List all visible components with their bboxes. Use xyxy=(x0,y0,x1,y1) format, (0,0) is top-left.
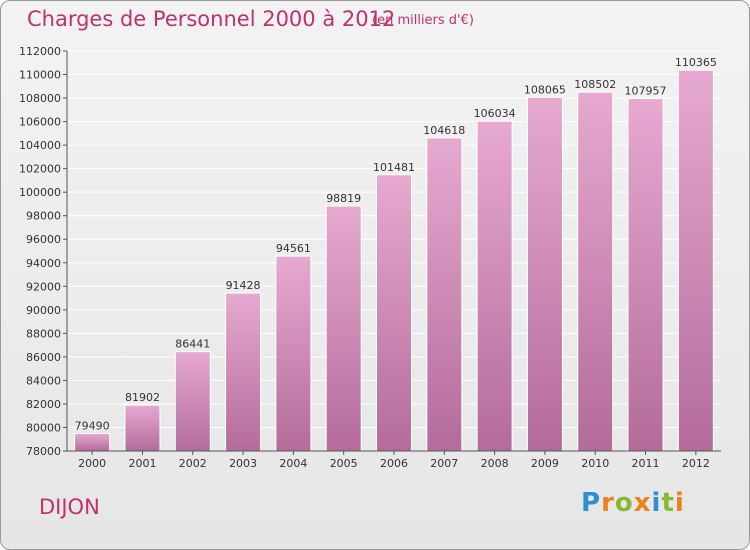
y-tick-label: 90000 xyxy=(26,304,61,317)
data-label: 101481 xyxy=(373,161,415,174)
bar xyxy=(74,432,111,452)
logo-letter: r xyxy=(601,488,615,518)
y-axis: 78000 80000 82000 84000 86000 88000 90000 92000… xyxy=(19,45,68,458)
y-tick-label: 82000 xyxy=(26,398,61,411)
data-label: 108502 xyxy=(574,78,616,91)
data-label: 79490 xyxy=(75,419,110,432)
y-tick-label: 86000 xyxy=(26,351,61,364)
x-tick-label: 2012 xyxy=(682,457,710,470)
bar xyxy=(124,404,161,452)
city-name: DIJON xyxy=(39,495,100,519)
y-tick-label: 88000 xyxy=(26,327,61,340)
y-tick-label: 104000 xyxy=(19,139,61,152)
y-tick-label: 108000 xyxy=(19,92,61,105)
bar xyxy=(275,255,312,452)
y-tick-label: 96000 xyxy=(26,233,61,246)
x-axis: 2000 2001 2002 2003 2004 2005 2006 2007 2008 2009… xyxy=(67,450,721,470)
bar xyxy=(376,174,412,452)
logo-letter: P xyxy=(581,488,602,518)
bar xyxy=(225,292,262,452)
data-label: 106034 xyxy=(474,107,516,120)
bar xyxy=(677,69,714,452)
y-tick-label: 78000 xyxy=(26,445,61,458)
bars xyxy=(74,69,714,452)
x-tick-label: 2003 xyxy=(229,457,257,470)
data-label: 86441 xyxy=(175,338,210,351)
x-tick-label: 2004 xyxy=(279,457,307,470)
x-tick-label: 2002 xyxy=(179,457,207,470)
x-tick-label: 2000 xyxy=(78,457,106,470)
y-tick-label: 94000 xyxy=(26,257,61,270)
bar xyxy=(476,120,513,452)
y-tick-label: 102000 xyxy=(19,163,61,176)
x-tick-label: 2011 xyxy=(632,457,660,470)
data-label: 94561 xyxy=(276,242,311,255)
bar xyxy=(627,98,664,452)
data-label: 81902 xyxy=(125,391,160,404)
x-tick-label: 2005 xyxy=(330,457,358,470)
chart-title: Charges de Personnel 2000 à 2012 xyxy=(27,7,396,31)
bar xyxy=(426,137,463,452)
y-tick-label: 100000 xyxy=(19,186,61,199)
y-tick-label: 92000 xyxy=(26,280,61,293)
data-label: 91428 xyxy=(226,279,261,292)
bar xyxy=(577,91,614,452)
x-tick-label: 2001 xyxy=(128,457,156,470)
logo-letter: t xyxy=(661,488,675,518)
x-tick-label: 2008 xyxy=(481,457,509,470)
x-tick-label: 2010 xyxy=(581,457,609,470)
data-labels: 79490 81902 86441 91428 94561 98819 101481 1046… xyxy=(75,56,717,432)
logo-letter: x xyxy=(633,488,652,518)
x-tick-label: 2006 xyxy=(380,457,408,470)
data-label: 104618 xyxy=(423,124,465,137)
bar xyxy=(174,351,211,452)
bar xyxy=(325,205,362,452)
data-label: 108065 xyxy=(524,83,566,96)
y-tick-label: 106000 xyxy=(19,116,61,129)
y-tick-label: 110000 xyxy=(19,69,61,82)
logo-letter: o xyxy=(614,488,634,518)
y-tick-label: 112000 xyxy=(19,45,61,58)
logo-letter: i xyxy=(674,488,685,518)
data-label: 110365 xyxy=(675,56,717,69)
x-tick-label: 2009 xyxy=(531,457,559,470)
y-tick-label: 98000 xyxy=(26,210,61,223)
y-tick-label: 80000 xyxy=(26,421,61,434)
proxiti-logo: Proxiti xyxy=(581,488,685,518)
data-label: 107957 xyxy=(625,85,667,98)
y-tick-label: 84000 xyxy=(26,374,61,387)
x-tick-label: 2007 xyxy=(430,457,458,470)
logo-letter: i xyxy=(651,488,662,518)
chart-subtitle: (en milliers d'€) xyxy=(372,13,474,28)
data-label: 98819 xyxy=(326,192,361,205)
bar xyxy=(526,96,563,452)
